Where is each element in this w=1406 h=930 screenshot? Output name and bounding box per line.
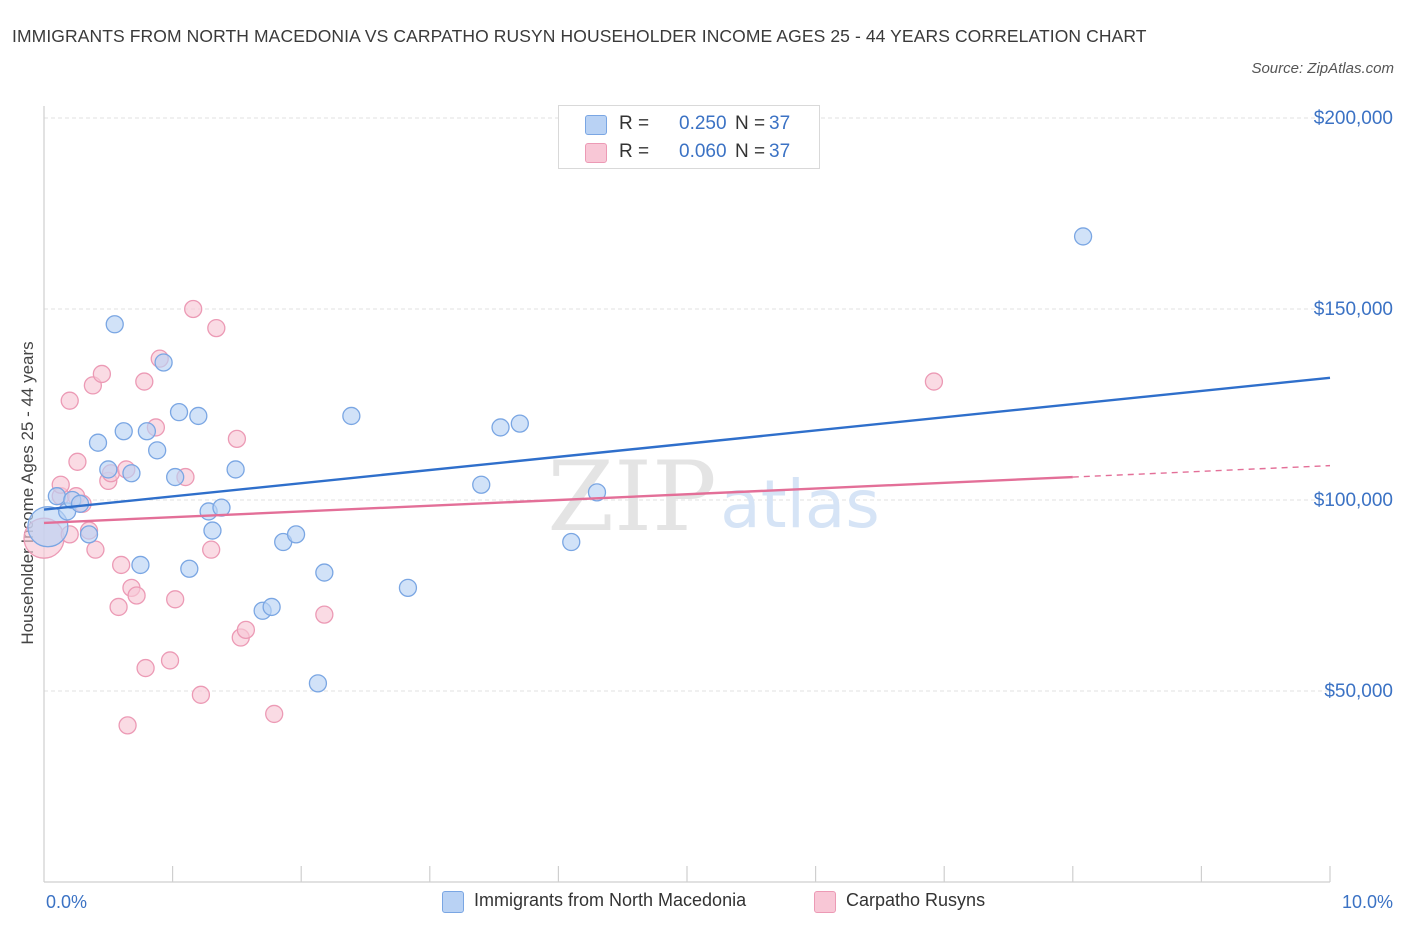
point-carpatho-rusyn	[315, 605, 334, 624]
point-carpatho-rusyn	[191, 685, 211, 704]
point-north-macedonia	[137, 422, 157, 441]
n-value: 37	[769, 113, 791, 134]
r-value: 0.250	[679, 113, 727, 134]
trend-line-carpatho-rusyn	[43, 475, 1073, 525]
point-carpatho-rusyn	[202, 540, 221, 559]
pink-swatch	[814, 891, 836, 913]
point-carpatho-rusyn	[68, 452, 87, 471]
point-north-macedonia	[315, 563, 334, 582]
point-north-macedonia	[154, 353, 173, 372]
point-carpatho-rusyn	[136, 658, 155, 678]
blue-swatch	[585, 115, 607, 135]
point-north-macedonia	[180, 559, 199, 578]
point-north-macedonia	[79, 525, 99, 544]
point-carpatho-rusyn	[118, 716, 137, 735]
point-north-macedonia	[114, 422, 133, 441]
gridlines	[44, 117, 1330, 692]
point-north-macedonia	[587, 483, 607, 502]
point-carpatho-rusyn	[227, 429, 247, 449]
point-north-macedonia	[308, 674, 328, 693]
legend-label: Immigrants from North Macedonia	[474, 890, 747, 910]
point-north-macedonia	[1073, 227, 1093, 246]
point-carpatho-rusyn	[127, 586, 146, 605]
point-north-macedonia	[27, 506, 69, 548]
point-carpatho-rusyn	[184, 299, 203, 319]
point-carpatho-rusyn	[207, 318, 226, 338]
point-north-macedonia	[286, 525, 306, 544]
x-tick-label: 10.0%	[1342, 892, 1393, 912]
r-label: R =	[619, 141, 650, 162]
point-north-macedonia	[189, 406, 208, 426]
point-north-macedonia	[472, 475, 491, 494]
y-tick-label: $100,000	[1314, 490, 1393, 511]
point-carpatho-rusyn	[60, 391, 79, 410]
point-carpatho-rusyn	[92, 364, 112, 384]
pink-swatch	[585, 143, 607, 163]
point-north-macedonia	[99, 460, 118, 479]
point-north-macedonia	[226, 460, 245, 479]
point-north-macedonia	[398, 578, 418, 598]
n-label: N =	[735, 113, 766, 134]
trend-lines	[43, 376, 1331, 525]
point-carpatho-rusyn	[166, 590, 185, 609]
point-north-macedonia	[131, 555, 150, 575]
point-north-macedonia	[70, 494, 90, 513]
legend-label: Carpatho Rusyns	[846, 890, 986, 910]
point-north-macedonia	[166, 467, 185, 487]
n-value: 37	[769, 141, 791, 162]
point-carpatho-rusyn	[86, 540, 105, 559]
point-north-macedonia	[262, 597, 281, 617]
y-tick-label: $50,000	[1324, 681, 1393, 702]
point-carpatho-rusyn	[112, 555, 131, 575]
r-value: 0.060	[679, 141, 727, 162]
data-points	[23, 227, 1093, 735]
point-north-macedonia	[562, 532, 581, 552]
n-label: N =	[735, 141, 766, 162]
point-carpatho-rusyn	[160, 651, 180, 670]
chart-title: IMMIGRANTS FROM NORTH MACEDONIA VS CARPA…	[12, 26, 1147, 46]
point-carpatho-rusyn	[135, 372, 154, 391]
point-north-macedonia	[122, 464, 141, 483]
blue-swatch	[442, 891, 464, 913]
point-north-macedonia	[169, 402, 189, 422]
point-north-macedonia	[342, 406, 361, 426]
point-north-macedonia	[148, 441, 167, 460]
x-tick-label: 0.0%	[46, 892, 87, 912]
stats-legend: R = 0.250 N = 37 R = 0.060 N = 37	[558, 105, 820, 169]
tick-labels: $200,000 $150,000 $100,000 $50,000 0.0% 10.0%	[46, 108, 1393, 912]
point-carpatho-rusyn	[109, 597, 128, 617]
source-label: Source: ZipAtlas.com	[1251, 60, 1394, 77]
point-north-macedonia	[510, 414, 529, 433]
point-north-macedonia	[47, 487, 67, 506]
point-carpatho-rusyn	[236, 620, 256, 640]
point-carpatho-rusyn	[265, 704, 284, 724]
watermark-atlas: atlas	[720, 466, 880, 543]
trend-line-carpatho-rusyn-extension	[1072, 464, 1331, 478]
y-tick-label: $200,000	[1314, 108, 1393, 129]
r-label: R =	[619, 113, 650, 134]
point-north-macedonia	[491, 418, 510, 437]
axes	[43, 106, 1331, 883]
point-north-macedonia	[105, 315, 124, 334]
point-north-macedonia	[88, 433, 108, 452]
y-tick-label: $150,000	[1314, 299, 1393, 320]
point-north-macedonia	[203, 521, 222, 540]
trend-line-north-macedonia	[43, 376, 1331, 511]
point-carpatho-rusyn	[924, 372, 944, 391]
